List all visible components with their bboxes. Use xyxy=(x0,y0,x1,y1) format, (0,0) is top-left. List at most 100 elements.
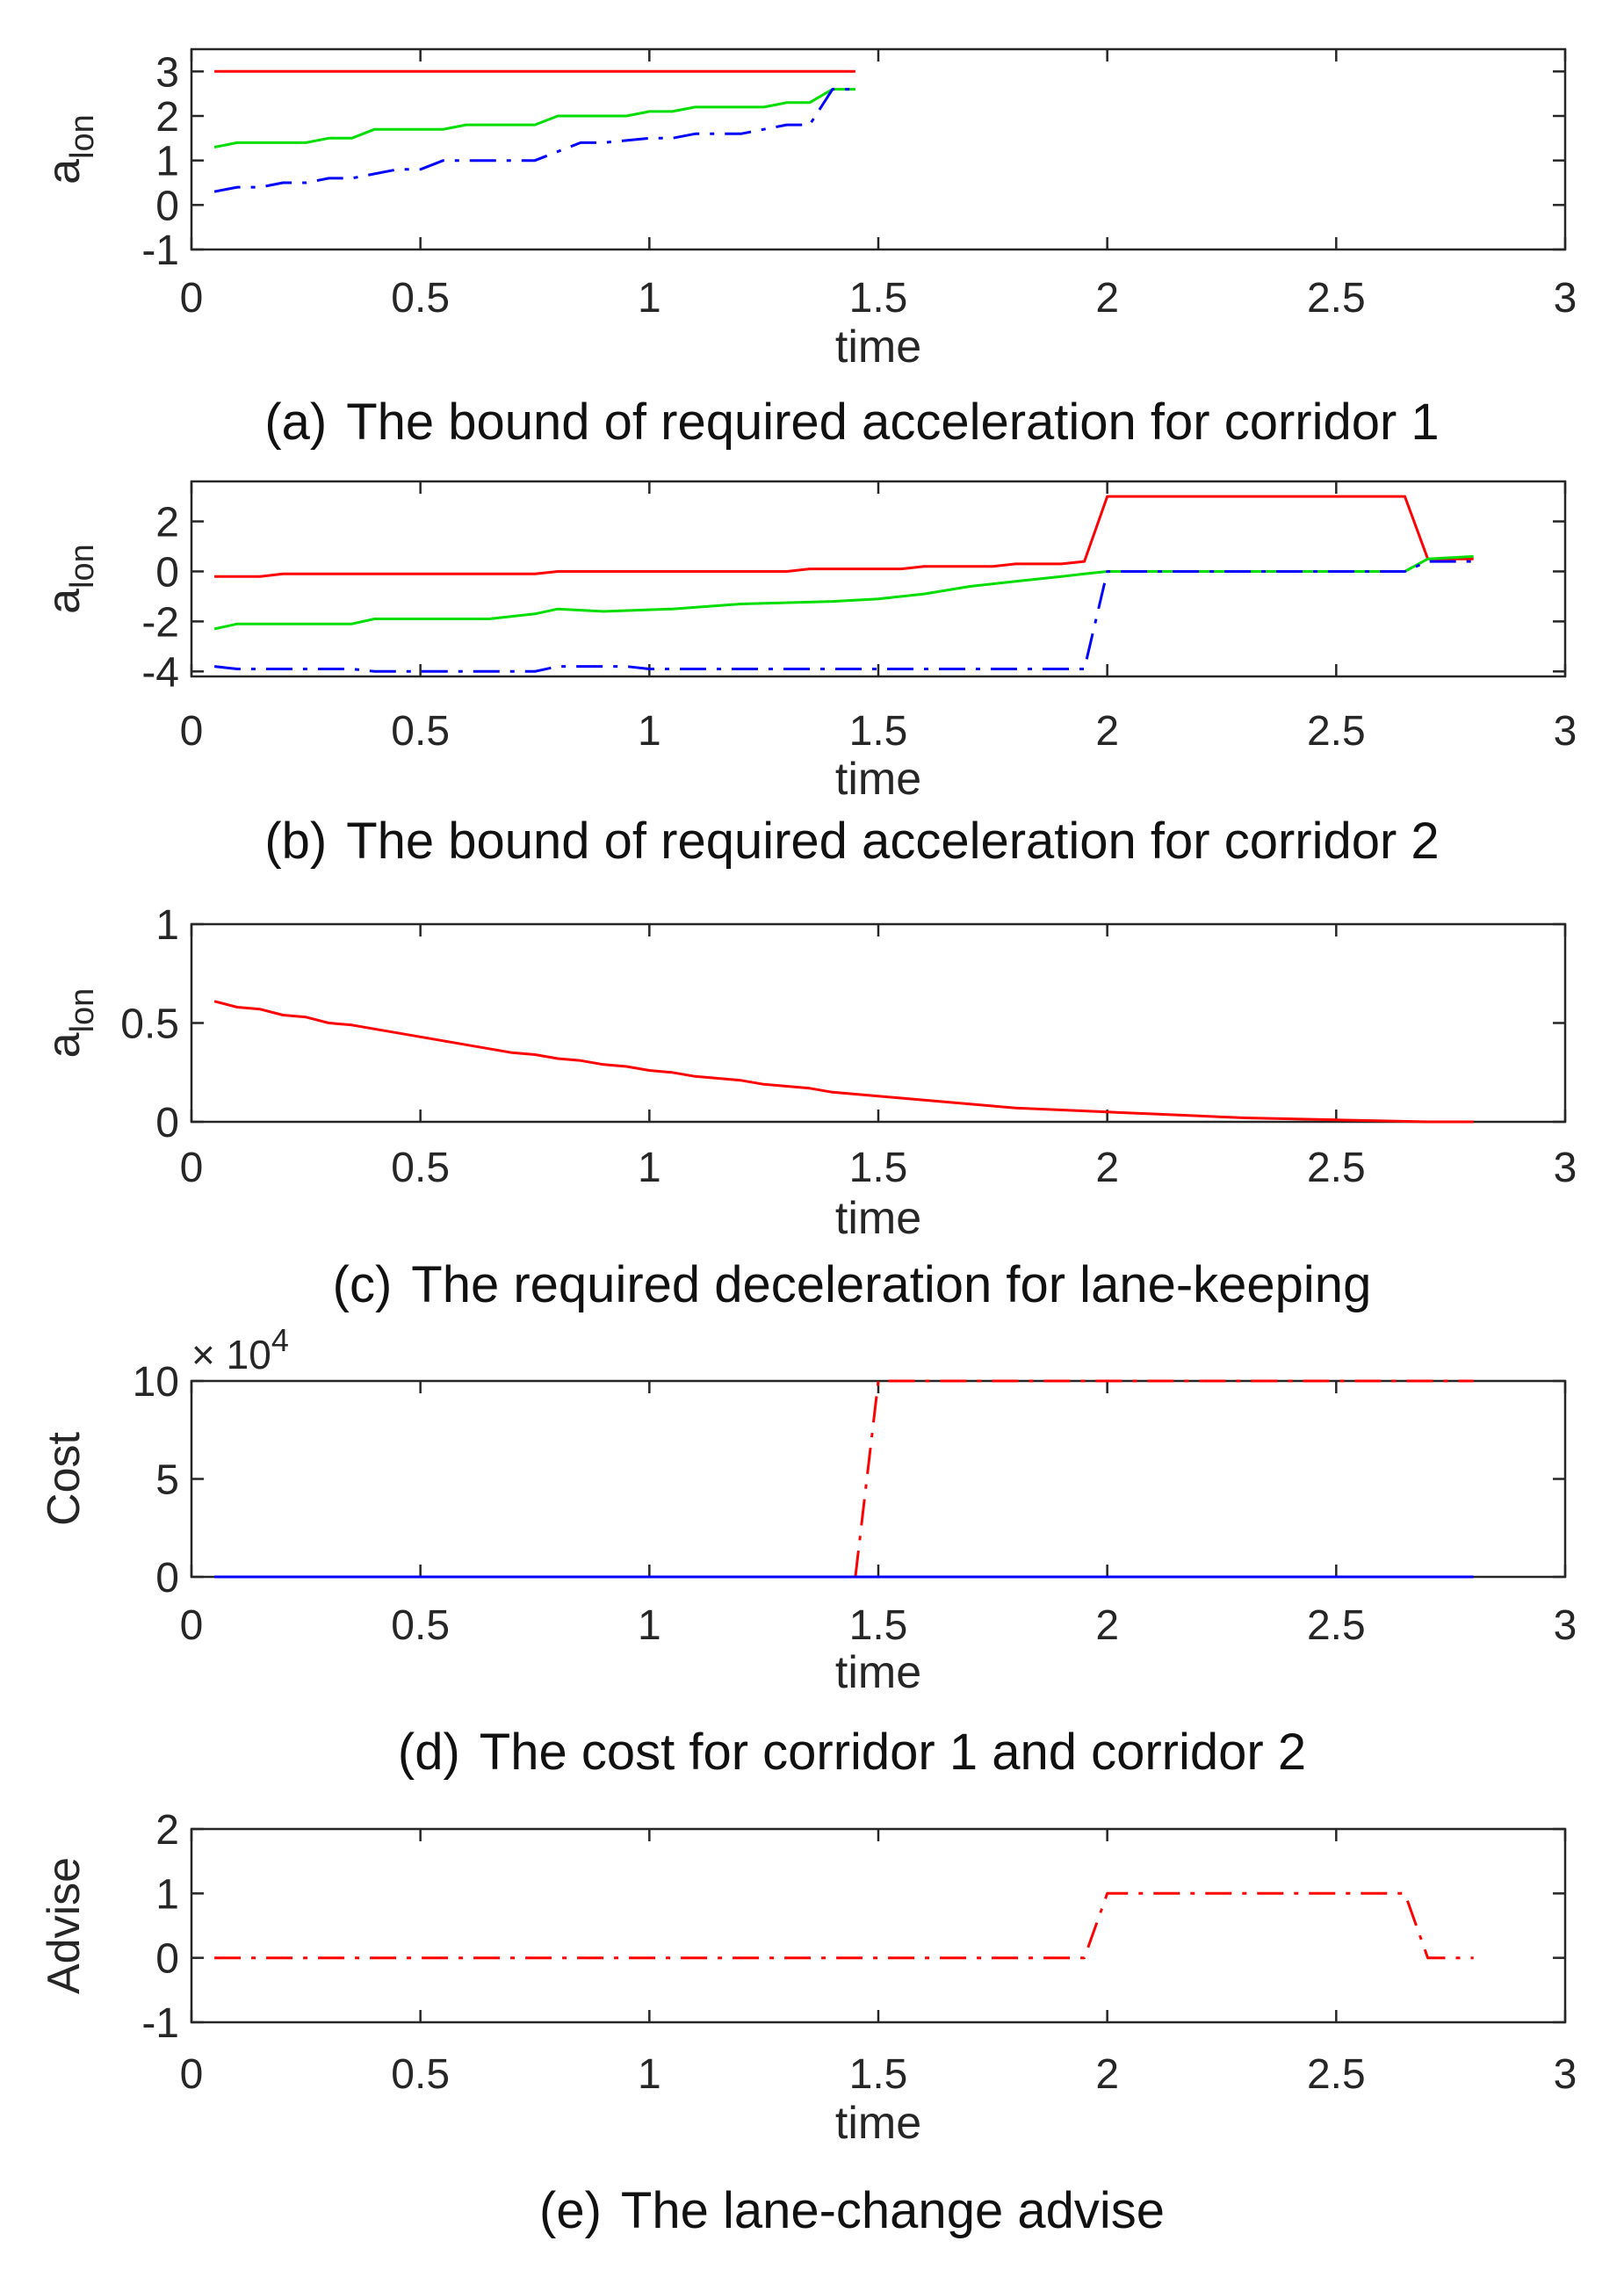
y-tick-label: 0 xyxy=(155,549,179,596)
plot-area xyxy=(190,1379,1567,1579)
x-tick-label: 3 xyxy=(1554,708,1577,755)
y-axis: 1 0.5 0 alon xyxy=(39,902,1565,1146)
x-axis-label: time xyxy=(835,1193,921,1244)
x-tick-label: 0 xyxy=(180,1602,204,1649)
series-group xyxy=(213,495,1474,673)
x-tick-label: 1.5 xyxy=(849,275,908,322)
x-tick-label: 3 xyxy=(1554,2051,1577,2098)
x-tick-label: 1.5 xyxy=(849,1145,908,1191)
x-axis: 0 0.5 1 1.5 2 2.5 3 time xyxy=(180,1381,1577,1698)
y-axis: 20-2-4 alon xyxy=(39,500,1565,696)
x-tick-label: 2 xyxy=(1095,2051,1119,2098)
panel-d: 0 0.5 1 1.5 2 2.5 3 time 10 5 0 Cost × 104 (d) The cos… xyxy=(39,1322,1577,1781)
x-tick-label: 1 xyxy=(638,708,661,755)
x-tick-label: 0 xyxy=(180,2051,204,2098)
y-axis: 2 1 0 -1 Advise xyxy=(39,1807,1565,2047)
plot-area xyxy=(190,922,1567,1124)
caption-letter: (b) xyxy=(264,813,327,870)
caption-text: The bound of required acceleration for c… xyxy=(346,813,1439,870)
y-tick-label: -2 xyxy=(141,599,179,646)
x-tick-label: 1 xyxy=(638,2051,661,2098)
y-tick-label: 2 xyxy=(155,500,179,546)
caption-letter: (e) xyxy=(539,2182,602,2239)
x-tick-label: 1.5 xyxy=(849,1602,908,1649)
y-tick-label: 5 xyxy=(155,1457,179,1504)
x-tick-label: 1 xyxy=(638,275,661,322)
x-axis: 0 0.5 1 1.5 2 2.5 3 time xyxy=(180,481,1577,805)
y-axis: 10 5 0 Cost xyxy=(39,1359,1565,1601)
y-tick-label: 0 xyxy=(155,183,179,229)
y-tick-label: 0 xyxy=(155,1936,179,1983)
plot-area xyxy=(190,47,1567,251)
y-axis-exponent: × 104 xyxy=(191,1322,289,1377)
y-tick-label: 1 xyxy=(155,1871,179,1918)
y-axis-label-base: a xyxy=(39,159,90,184)
x-tick-label: 3 xyxy=(1554,275,1577,322)
y-tick-label: 10 xyxy=(133,1359,179,1406)
x-tick-label: 1.5 xyxy=(849,2051,908,2098)
x-axis-label: time xyxy=(835,322,921,372)
caption-text: The lane-change advise xyxy=(621,2182,1165,2239)
x-tick-label: 2.5 xyxy=(1307,1145,1366,1191)
y-axis-label-base: Cost xyxy=(39,1431,90,1525)
exponent-base: × 10 xyxy=(191,1332,271,1377)
x-axis-label: time xyxy=(835,754,921,805)
y-tick-label: 0.5 xyxy=(120,1001,179,1048)
x-tick-label: 3 xyxy=(1554,1602,1577,1649)
y-axis-label-sub: lon xyxy=(64,114,101,159)
plot-area xyxy=(190,480,1567,678)
y-tick-label: -4 xyxy=(141,649,179,696)
x-tick-label: 2.5 xyxy=(1307,1602,1366,1649)
y-axis-label: alon xyxy=(39,544,101,614)
caption-letter: (c) xyxy=(333,1256,393,1313)
y-axis-label: alon xyxy=(39,988,101,1059)
x-tick-label: 2 xyxy=(1095,275,1119,322)
x-axis: 0 0.5 1 1.5 2 2.5 3 time xyxy=(180,924,1577,1244)
series-line-corridor-1-cost xyxy=(854,1379,1474,1578)
caption-letter: (a) xyxy=(264,394,327,451)
y-tick-label: 1 xyxy=(155,902,179,949)
x-tick-label: 2 xyxy=(1095,708,1119,755)
x-axis: 0 0.5 1 1.5 2 2.5 3 time xyxy=(180,49,1577,372)
y-tick-label: 0 xyxy=(155,1100,179,1146)
x-tick-label: 0.5 xyxy=(391,2051,450,2098)
panel-caption: (a) The bound of required acceleration fo… xyxy=(264,394,1439,451)
panel-c: 0 0.5 1 1.5 2 2.5 3 time 1 0.5 0 alon (c) The require… xyxy=(39,902,1577,1313)
x-tick-label: 0 xyxy=(180,708,204,755)
exponent-power: 4 xyxy=(271,1322,289,1358)
x-tick-label: 0 xyxy=(180,1145,204,1191)
caption-letter: (d) xyxy=(398,1724,460,1781)
y-tick-label: 2 xyxy=(155,94,179,141)
y-axis-label-sub: lon xyxy=(64,544,101,589)
caption-text: The bound of required acceleration for c… xyxy=(346,394,1439,451)
x-tick-label: 1 xyxy=(638,1602,661,1649)
y-axis-label-base: Advise xyxy=(39,1857,90,1994)
panel-caption: (d) The cost for corridor 1 and corridor … xyxy=(398,1724,1306,1781)
panel-caption: (b) The bound of required acceleration fo… xyxy=(264,813,1439,870)
x-tick-label: 2.5 xyxy=(1307,275,1366,322)
panel-caption: (e) The lane-change advise xyxy=(539,2182,1165,2239)
x-tick-label: 0.5 xyxy=(391,708,450,755)
series-group xyxy=(214,1891,1474,1960)
series-group xyxy=(213,1000,1474,1124)
panel-caption: (c) The required deceleration for lane-ke… xyxy=(333,1256,1372,1313)
x-tick-label: 0.5 xyxy=(391,275,450,322)
x-tick-label: 0 xyxy=(180,275,204,322)
series-line-required xyxy=(213,554,1474,631)
x-tick-label: 2 xyxy=(1095,1145,1119,1191)
x-tick-label: 1.5 xyxy=(849,708,908,755)
x-tick-label: 2 xyxy=(1095,1602,1119,1649)
x-tick-label: 2.5 xyxy=(1307,2051,1366,2098)
x-axis-label: time xyxy=(835,2098,921,2149)
series-line-advise xyxy=(214,1891,1474,1960)
y-axis-label: Advise xyxy=(39,1857,90,1994)
y-tick-label: 2 xyxy=(155,1807,179,1854)
x-axis: 0 0.5 1 1.5 2 2.5 3 time xyxy=(180,1829,1577,2149)
series-line-lower-bound xyxy=(213,88,855,193)
x-tick-label: 2.5 xyxy=(1307,708,1366,755)
